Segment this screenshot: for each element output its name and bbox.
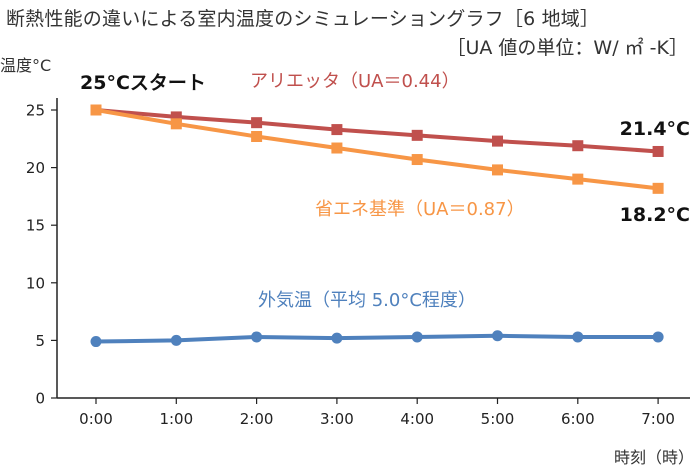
data-point-square xyxy=(331,124,343,136)
data-point-square xyxy=(652,182,664,194)
y-tick-label: 5 xyxy=(35,332,45,350)
y-axis-label: 温度°C xyxy=(0,56,52,75)
data-point-square xyxy=(572,140,584,152)
annotation-end-standard: 18.2°C xyxy=(620,204,690,226)
data-point-square xyxy=(492,135,503,147)
series-line-1 xyxy=(95,108,659,191)
data-point-square xyxy=(572,173,584,185)
data-point-square xyxy=(251,117,263,129)
x-axis-label: 時刻（時） xyxy=(613,448,694,467)
series-line-0 xyxy=(95,108,659,154)
y-tick-label: 20 xyxy=(26,159,45,177)
annotation-start: 25°Cスタート xyxy=(80,72,206,94)
x-tick-label: 5:00 xyxy=(481,410,515,428)
data-point-square xyxy=(170,118,182,130)
data-point-square xyxy=(331,142,343,154)
data-point-square xyxy=(90,104,102,116)
x-tick-label: 7:00 xyxy=(641,410,675,428)
data-point-square xyxy=(652,145,664,157)
y-tick-label: 0 xyxy=(35,390,45,408)
x-tick-label: 0:00 xyxy=(79,410,113,428)
data-point-circle xyxy=(411,331,423,343)
x-tick-label: 3:00 xyxy=(320,410,354,428)
data-point-circle xyxy=(170,334,182,346)
data-point-circle xyxy=(572,331,584,343)
data-point-square xyxy=(170,111,182,123)
data-point-circle xyxy=(251,331,263,343)
series-label-outdoor: 外気温（平均 5.0°C程度） xyxy=(258,290,476,311)
data-point-circle xyxy=(652,331,664,343)
data-point-square xyxy=(411,129,423,141)
y-tick-label: 10 xyxy=(26,274,45,292)
annotation-end-arietta: 21.4°C xyxy=(620,118,690,140)
x-tick-label: 6:00 xyxy=(561,410,595,428)
data-point-circle xyxy=(331,332,343,344)
data-point-square xyxy=(492,164,503,176)
x-tick-label: 4:00 xyxy=(400,410,434,428)
data-point-square xyxy=(251,130,263,142)
data-point-circle xyxy=(492,330,503,342)
chart-title: 断熱性能の違いによる室内温度のシミュレーショングラフ［6 地域］ xyxy=(6,8,600,30)
x-tick-label: 2:00 xyxy=(240,410,274,428)
chart-subtitle: ［UA 値の単位：W/ ㎡ -K］ xyxy=(446,37,688,59)
series-label-standard: 省エネ基準（UA＝0.87） xyxy=(315,199,525,220)
data-point-square xyxy=(411,154,423,166)
y-tick-label: 15 xyxy=(26,217,45,235)
data-point-circle xyxy=(90,336,102,348)
series-label-arietta: アリエッタ（UA＝0.44） xyxy=(250,71,460,92)
y-tick-label: 25 xyxy=(26,102,45,120)
series-line-2 xyxy=(95,333,659,344)
x-tick-label: 1:00 xyxy=(159,410,193,428)
